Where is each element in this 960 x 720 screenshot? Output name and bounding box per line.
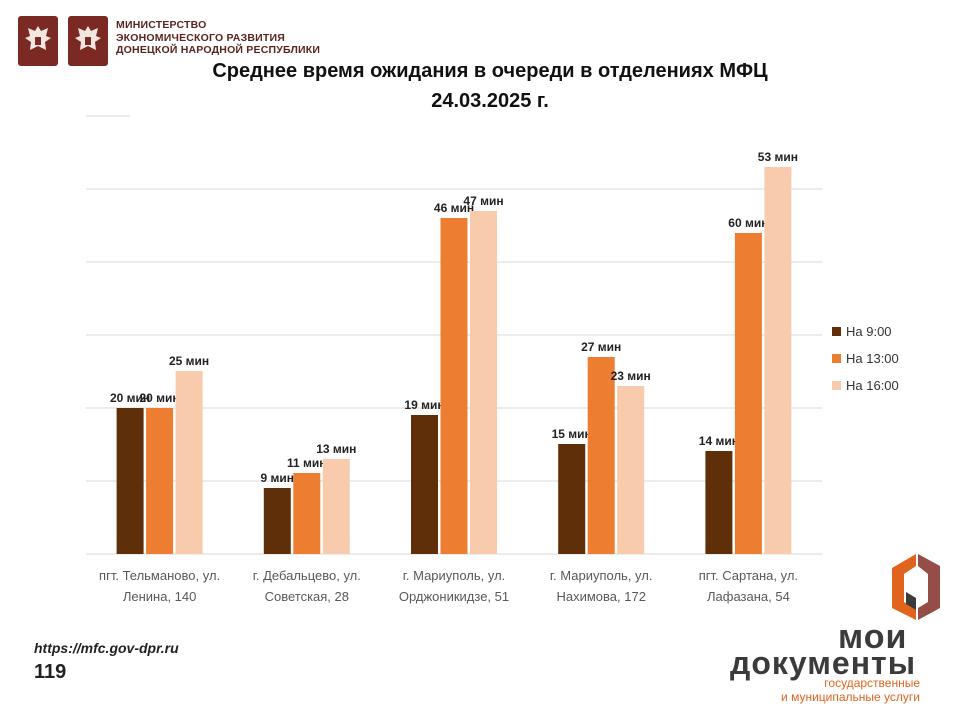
- category-label: г. Мариуполь, ул.: [550, 568, 653, 583]
- category-label: пгт. Сартана, ул.: [699, 568, 798, 583]
- legend-item: На 13:00: [832, 345, 899, 372]
- ministry-name: МИНИСТЕРСТВО ЭКОНОМИЧЕСКОГО РАЗВИТИЯ ДОН…: [116, 19, 320, 57]
- data-label: 25 мин: [169, 354, 209, 368]
- bar-sixteen: [175, 371, 203, 554]
- bar-thirteen: [293, 473, 321, 554]
- data-label: 47 мин: [463, 194, 503, 208]
- eagle-icon: [25, 26, 51, 50]
- legend-swatch: [832, 327, 841, 336]
- data-label: 23 мин: [611, 369, 651, 383]
- moi-dokumenty-logo-icon: [892, 554, 940, 620]
- bar-nine: [263, 488, 291, 554]
- data-label: 9 мин: [261, 471, 295, 485]
- bar-nine: [116, 408, 144, 554]
- logo-text-dokumenty: документы: [730, 645, 917, 681]
- logo-text-moi: мои: [838, 618, 908, 656]
- bar-nine: [411, 415, 438, 554]
- data-label: 19 мин: [404, 398, 444, 412]
- legend-item: На 9:00: [832, 318, 899, 345]
- emblem-russia: [18, 16, 58, 66]
- category-label: Орджоникидзе, 51: [399, 589, 509, 604]
- data-label: 15 мин: [552, 427, 592, 441]
- logo-subtitle-line1: государственные: [824, 676, 920, 690]
- legend-swatch: [832, 381, 841, 390]
- data-label: 20 мин: [110, 391, 150, 405]
- logo-subtitle-line2: и муниципальные услуги: [781, 690, 920, 704]
- legend-label: На 16:00: [846, 378, 899, 393]
- category-label: Ленина, 140: [123, 589, 197, 604]
- category-label: Лафазана, 54: [707, 589, 790, 604]
- data-label: 53 мин: [758, 150, 798, 164]
- bar-nine: [705, 451, 733, 554]
- bar-sixteen: [617, 386, 645, 554]
- ministry-line: МИНИСТЕРСТВО: [116, 19, 207, 31]
- data-label: 60 мин: [728, 216, 768, 230]
- category-label: Нахимова, 172: [556, 589, 645, 604]
- bar-thirteen: [146, 408, 174, 554]
- chart-legend: На 9:00 На 13:00 На 16:00: [832, 318, 899, 399]
- data-label: 20 мин: [140, 391, 180, 405]
- bar-sixteen: [322, 459, 350, 554]
- data-label: 13 мин: [316, 442, 356, 456]
- data-label: 46 мин: [434, 201, 474, 215]
- chart-title-block: Среднее время ожидания в очереди в отдел…: [0, 56, 960, 116]
- bar-thirteen: [440, 218, 468, 554]
- phone-number: 119: [34, 661, 67, 683]
- chart-title: Среднее время ожидания в очереди в отдел…: [212, 60, 768, 82]
- legend-label: На 13:00: [846, 351, 899, 366]
- bar-sixteen: [764, 167, 792, 554]
- data-label: 27 мин: [581, 340, 621, 354]
- category-label: Советская, 28: [265, 589, 349, 604]
- bar-nine: [558, 444, 586, 554]
- data-label: 14 мин: [699, 434, 739, 448]
- chart-subtitle: 24.03.2025 г.: [431, 90, 549, 112]
- legend-swatch: [832, 354, 841, 363]
- emblem-dpr: [68, 16, 108, 66]
- legend-label: На 9:00: [846, 324, 892, 339]
- category-label: пгт. Тельманово, ул.: [99, 568, 220, 583]
- eagle-icon: [75, 26, 101, 50]
- bar-sixteen: [470, 211, 497, 554]
- bar-thirteen: [734, 233, 762, 554]
- ministry-line: ЭКОНОМИЧЕСКОГО РАЗВИТИЯ: [116, 31, 286, 44]
- ministry-line: ДОНЕЦКОЙ НАРОДНОЙ РЕСПУБЛИКИ: [116, 44, 321, 56]
- bar-thirteen: [587, 357, 615, 554]
- legend-item: На 16:00: [832, 372, 899, 399]
- data-label: 11 мин: [287, 456, 327, 470]
- category-label: г. Мариуполь, ул.: [403, 568, 506, 583]
- website-link[interactable]: https://mfc.gov-dpr.ru: [34, 640, 179, 656]
- category-label: г. Дебальцево, ул.: [253, 568, 361, 583]
